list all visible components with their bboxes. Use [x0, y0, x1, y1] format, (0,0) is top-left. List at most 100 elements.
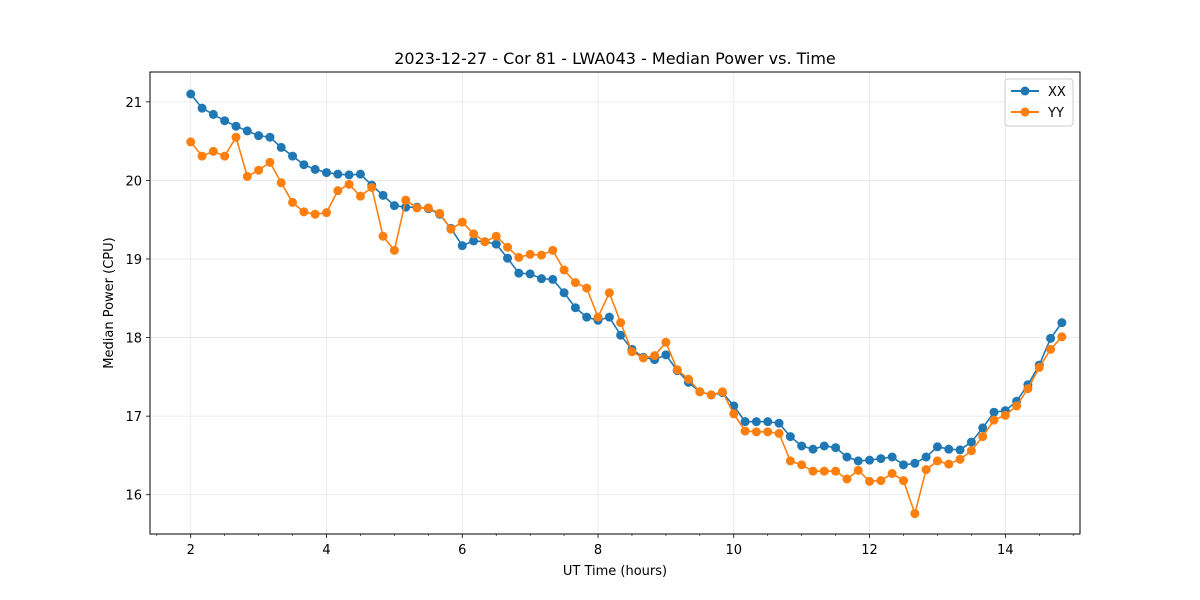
series-layer — [186, 89, 1067, 519]
data-point-xx — [582, 312, 592, 322]
y-tick-label: 17 — [125, 410, 142, 425]
data-point-yy — [333, 186, 343, 196]
data-point-yy — [650, 351, 660, 361]
data-point-xx — [559, 288, 569, 298]
data-point-yy — [978, 432, 988, 442]
data-point-xx — [785, 432, 795, 442]
data-point-xx — [208, 109, 218, 119]
data-point-yy — [899, 476, 908, 486]
data-point-yy — [1057, 332, 1067, 342]
data-point-xx — [344, 170, 354, 180]
data-point-xx — [921, 452, 931, 462]
data-point-xx — [899, 460, 908, 470]
data-point-yy — [548, 245, 558, 255]
series-yy — [186, 132, 1067, 519]
data-point-xx — [491, 239, 501, 249]
x-tick-label: 6 — [458, 543, 466, 558]
data-point-yy — [1023, 384, 1033, 394]
data-point-yy — [865, 476, 875, 486]
data-point-yy — [1000, 410, 1010, 420]
data-point-yy — [582, 283, 592, 293]
y-tick-label: 18 — [125, 332, 142, 347]
data-point-yy — [480, 237, 490, 247]
data-point-xx — [548, 274, 558, 284]
data-point-xx — [469, 236, 479, 246]
data-point-yy — [774, 428, 784, 438]
data-point-xx — [661, 350, 671, 360]
data-point-xx — [288, 151, 298, 161]
data-point-yy — [242, 172, 252, 181]
data-point-yy — [525, 249, 535, 259]
data-point-yy — [220, 151, 230, 161]
data-point-xx — [842, 452, 852, 462]
data-point-yy — [638, 353, 648, 363]
data-point-xx — [186, 89, 196, 99]
data-point-xx — [389, 201, 399, 211]
x-tick-label: 2 — [187, 543, 195, 558]
legend-label-yy: YY — [1047, 106, 1064, 121]
data-point-yy — [503, 242, 513, 252]
data-point-yy — [570, 278, 580, 288]
data-point-yy — [412, 203, 422, 213]
data-point-yy — [423, 203, 433, 213]
data-point-xx — [944, 444, 954, 454]
data-point-yy — [808, 466, 818, 476]
data-point-yy — [322, 208, 331, 218]
data-point-xx — [197, 103, 207, 113]
data-point-yy — [797, 460, 807, 470]
data-point-xx — [740, 417, 750, 427]
y-tick-label: 20 — [125, 174, 142, 189]
data-point-xx — [503, 253, 513, 263]
data-point-yy — [310, 209, 320, 219]
data-point-xx — [333, 169, 343, 179]
data-point-yy — [514, 252, 524, 262]
legend-marker-xx — [1020, 86, 1030, 96]
data-point-yy — [616, 318, 626, 328]
data-point-xx — [887, 452, 897, 462]
x-tick-label: 8 — [594, 543, 602, 558]
data-point-xx — [955, 445, 965, 455]
data-point-xx — [514, 268, 524, 278]
data-point-yy — [706, 390, 716, 400]
x-tick-label: 4 — [322, 543, 330, 558]
data-point-xx — [978, 423, 988, 433]
data-point-yy — [876, 476, 886, 486]
data-point-yy — [401, 195, 411, 205]
data-point-xx — [616, 330, 626, 340]
x-tick-label: 12 — [861, 543, 878, 558]
data-point-xx — [1057, 318, 1067, 328]
data-point-xx — [570, 303, 580, 313]
data-point-xx — [220, 116, 230, 126]
data-point-xx — [254, 131, 264, 141]
data-point-yy — [265, 157, 275, 167]
data-point-yy — [1034, 362, 1044, 372]
data-point-yy — [819, 466, 829, 476]
data-point-yy — [559, 265, 569, 275]
data-point-yy — [593, 312, 603, 322]
x-tick-label: 10 — [726, 543, 743, 558]
data-point-xx — [819, 441, 829, 451]
data-point-yy — [729, 409, 739, 419]
data-point-yy — [717, 387, 727, 397]
data-point-yy — [186, 137, 196, 147]
data-point-yy — [955, 454, 965, 464]
data-point-yy — [1012, 401, 1022, 411]
data-point-xx — [457, 241, 467, 251]
data-point-xx — [231, 121, 241, 131]
data-point-xx — [242, 126, 252, 136]
data-point-yy — [831, 466, 841, 476]
data-point-yy — [389, 245, 399, 255]
data-point-yy — [288, 197, 298, 207]
data-point-yy — [446, 224, 456, 234]
data-point-xx — [966, 437, 976, 447]
axis-ticks: 2 4 6 8 10 12 14 16 17 18 19 20 21 — [125, 96, 1074, 558]
data-point-yy — [197, 151, 207, 161]
data-point-yy — [355, 191, 365, 201]
data-point-xx — [797, 441, 807, 451]
data-point-xx — [276, 142, 286, 152]
data-point-yy — [921, 465, 931, 475]
data-point-yy — [254, 165, 264, 175]
data-point-xx — [299, 160, 309, 170]
data-point-xx — [932, 442, 942, 452]
